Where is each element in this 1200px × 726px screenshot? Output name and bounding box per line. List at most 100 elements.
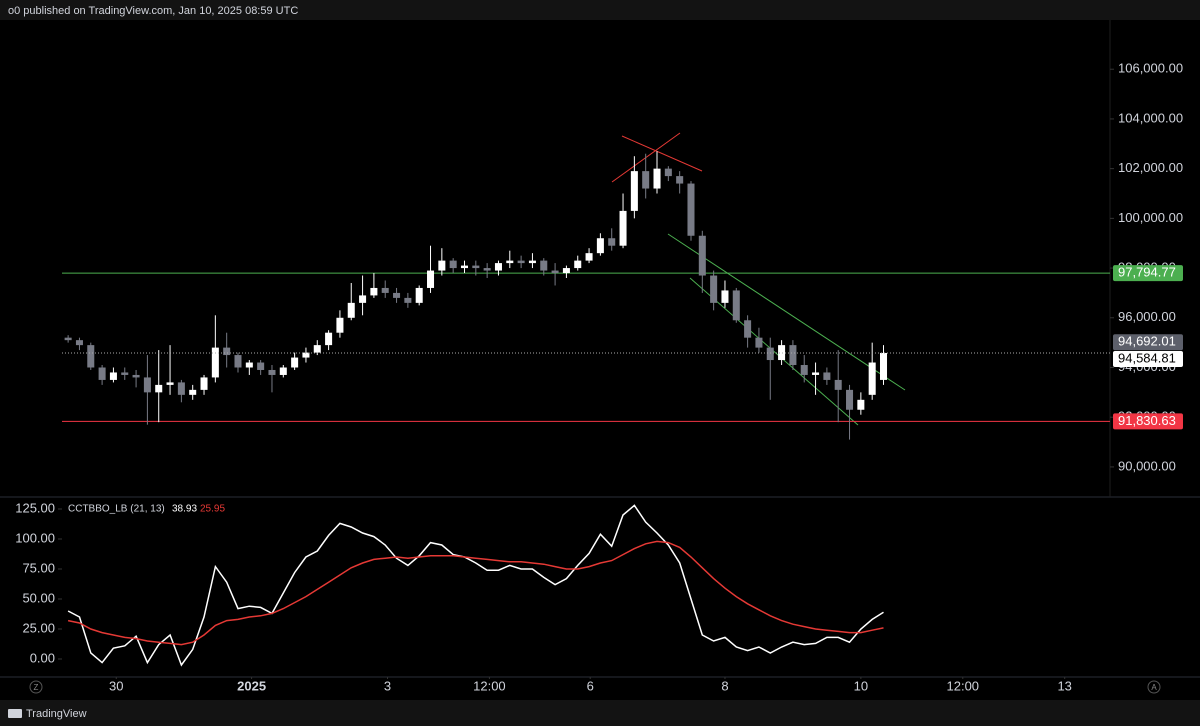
candle-body [642, 171, 650, 189]
candle-body [381, 287, 389, 293]
candle-body [619, 210, 627, 246]
candle-body [721, 290, 729, 303]
candle-body [506, 260, 514, 264]
axis-button[interactable] [29, 680, 43, 694]
candle-body [121, 372, 129, 375]
candle-body [189, 389, 197, 395]
candle-body [676, 176, 684, 184]
brand: TradingView [26, 708, 87, 720]
price-tag [1113, 265, 1183, 282]
candle-body [698, 235, 706, 276]
candle-body [143, 377, 151, 393]
publish-info: o0 published on TradingView.com, Jan 10,… [8, 5, 298, 17]
channel-drawing [689, 277, 859, 426]
x-tick-label: 6 [587, 678, 594, 693]
candle-body [744, 320, 752, 338]
candle-body [325, 332, 333, 346]
candle-body [596, 238, 604, 254]
candle-body [313, 345, 321, 353]
footer-bar [0, 700, 1200, 726]
candle-body [87, 345, 95, 368]
candle-body [710, 275, 718, 303]
y-tick-label: 102,000.00 [1118, 160, 1183, 175]
x-tick-label: 13 [1057, 678, 1071, 693]
candle-body [664, 168, 672, 177]
candle-body [359, 295, 367, 303]
candle-body [528, 260, 536, 264]
y-tick-label: 0.00 [30, 650, 55, 665]
chart-layer: 90,000.0092,000.0094,000.0096,000.0098,0… [15, 61, 1183, 694]
candle-body [75, 340, 83, 346]
indicator-value: 38.93 [172, 504, 197, 515]
x-tick-label: 3 [384, 678, 391, 693]
candle-body [574, 260, 582, 269]
price-tag-label: 97,794.77 [1118, 265, 1176, 280]
indicator-line [67, 540, 884, 646]
axis-button-label: A [1151, 683, 1157, 692]
candle-body [812, 372, 820, 375]
candle-body [800, 365, 808, 375]
candle-body [551, 270, 559, 274]
candle-body [879, 352, 888, 380]
y-tick-label: 96,000.00 [1118, 309, 1176, 324]
candle-body [200, 377, 208, 390]
y-tick-label: 104,000.00 [1118, 110, 1183, 125]
indicator-title: CCTBBO_LB (21, 13) [68, 504, 165, 515]
candle-body [302, 352, 310, 358]
candle-body [404, 297, 412, 303]
candle-body [653, 168, 661, 189]
indicator-value: 25.95 [200, 504, 225, 515]
candle-body [370, 287, 378, 296]
x-tick-label: 12:00 [473, 678, 506, 693]
candle-body [98, 367, 106, 380]
candle-body [347, 302, 355, 318]
candle-body [245, 362, 253, 368]
channel-drawing [667, 233, 906, 391]
candle-body [64, 337, 72, 341]
y-tick-label: 125.00 [15, 500, 55, 515]
y-tick-label: 90,000.00 [1118, 458, 1176, 473]
candle-body [517, 260, 525, 264]
candle-body [494, 263, 502, 271]
trend-drawing [621, 135, 703, 172]
price-tag [1113, 350, 1183, 367]
y-tick-label: 75.00 [22, 560, 55, 575]
candle-body [268, 369, 276, 375]
candle-body [483, 268, 491, 271]
candle-body [449, 260, 457, 269]
price-tag-label: 94,692.01 [1118, 334, 1176, 349]
candle-body [177, 382, 185, 395]
y-tick-label: 106,000.00 [1118, 61, 1183, 76]
candle-body [427, 270, 435, 288]
candle-body [778, 345, 786, 361]
candle-body [211, 347, 219, 378]
x-tick-label: 12:00 [947, 678, 980, 693]
x-tick-label: 2025 [237, 678, 266, 693]
price-tag [1113, 334, 1183, 351]
y-tick-label: 100.00 [15, 530, 55, 545]
candle-body [109, 372, 117, 380]
axis-button-label: Z [34, 683, 39, 692]
y-tick-label: 25.00 [22, 620, 55, 635]
candle-body [257, 362, 265, 370]
indicator-line [67, 504, 884, 667]
candle-body [279, 367, 287, 375]
candle-body [132, 374, 140, 378]
price-tag-label: 94,584.81 [1118, 350, 1176, 365]
candle-body [766, 347, 774, 361]
candle-body [857, 399, 865, 410]
candle-body [336, 317, 344, 333]
candle-body [585, 253, 593, 261]
x-tick-label: 30 [109, 678, 123, 693]
candle-body [223, 347, 231, 356]
axis-button[interactable] [1147, 680, 1161, 694]
price-tag-label: 91,830.63 [1118, 413, 1176, 428]
candle-body [823, 372, 831, 380]
top-bar [0, 0, 1200, 20]
candle-body [687, 183, 695, 236]
candle-body [234, 355, 242, 368]
candle-body [868, 362, 876, 395]
candle-body [755, 337, 763, 348]
